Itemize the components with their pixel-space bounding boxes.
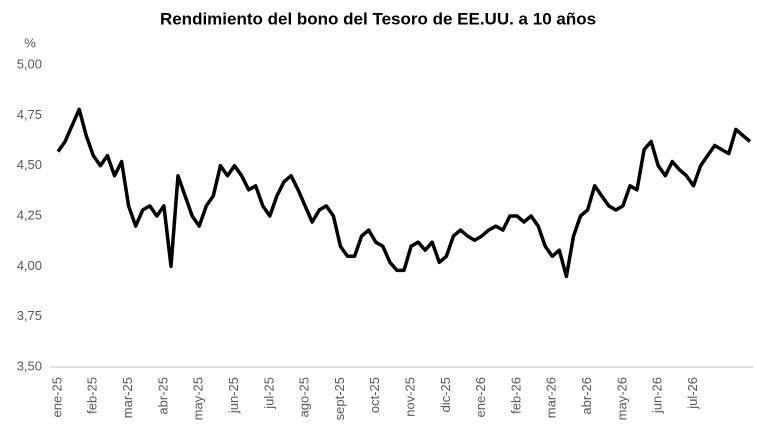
x-tick-label: feb-25 (85, 377, 100, 414)
y-tick-label: 3,75 (17, 308, 42, 323)
x-tick-label: jun-26 (650, 377, 665, 414)
x-tick-label: mar-26 (544, 377, 559, 418)
x-tick-label: may-26 (614, 377, 629, 420)
x-tick-label: ene-26 (473, 377, 488, 417)
y-axis-label: % (24, 35, 36, 50)
x-tick-label: feb-26 (508, 377, 523, 414)
x-tick-label: mar-25 (120, 377, 135, 418)
x-tick-label: jul-26 (685, 377, 700, 410)
x-tick-label: sept-25 (332, 377, 347, 420)
x-tick-label: jul-25 (261, 377, 276, 410)
x-tick-label: ene-25 (49, 377, 64, 417)
x-tick-label: may-25 (191, 377, 206, 420)
y-tick-label: 4,50 (17, 157, 42, 172)
y-tick-label: 4,00 (17, 258, 42, 273)
chart-title: Rendimiento del bono del Tesoro de EE.UU… (160, 9, 596, 28)
x-tick-label: dic-25 (438, 377, 453, 412)
y-tick-label: 4,75 (17, 107, 42, 122)
x-tick-label: abr-25 (155, 377, 170, 415)
x-tick-label: nov-25 (402, 377, 417, 417)
y-tick-label: 5,00 (17, 56, 42, 71)
y-tick-label: 3,50 (17, 358, 42, 373)
y-tick-label: 4,25 (17, 207, 42, 222)
x-tick-label: jun-25 (226, 377, 241, 414)
data-line (56, 107, 752, 279)
x-tick-label: oct-25 (367, 377, 382, 413)
x-tick-label: abr-26 (579, 377, 594, 415)
x-tick-label: ago-25 (297, 377, 312, 417)
